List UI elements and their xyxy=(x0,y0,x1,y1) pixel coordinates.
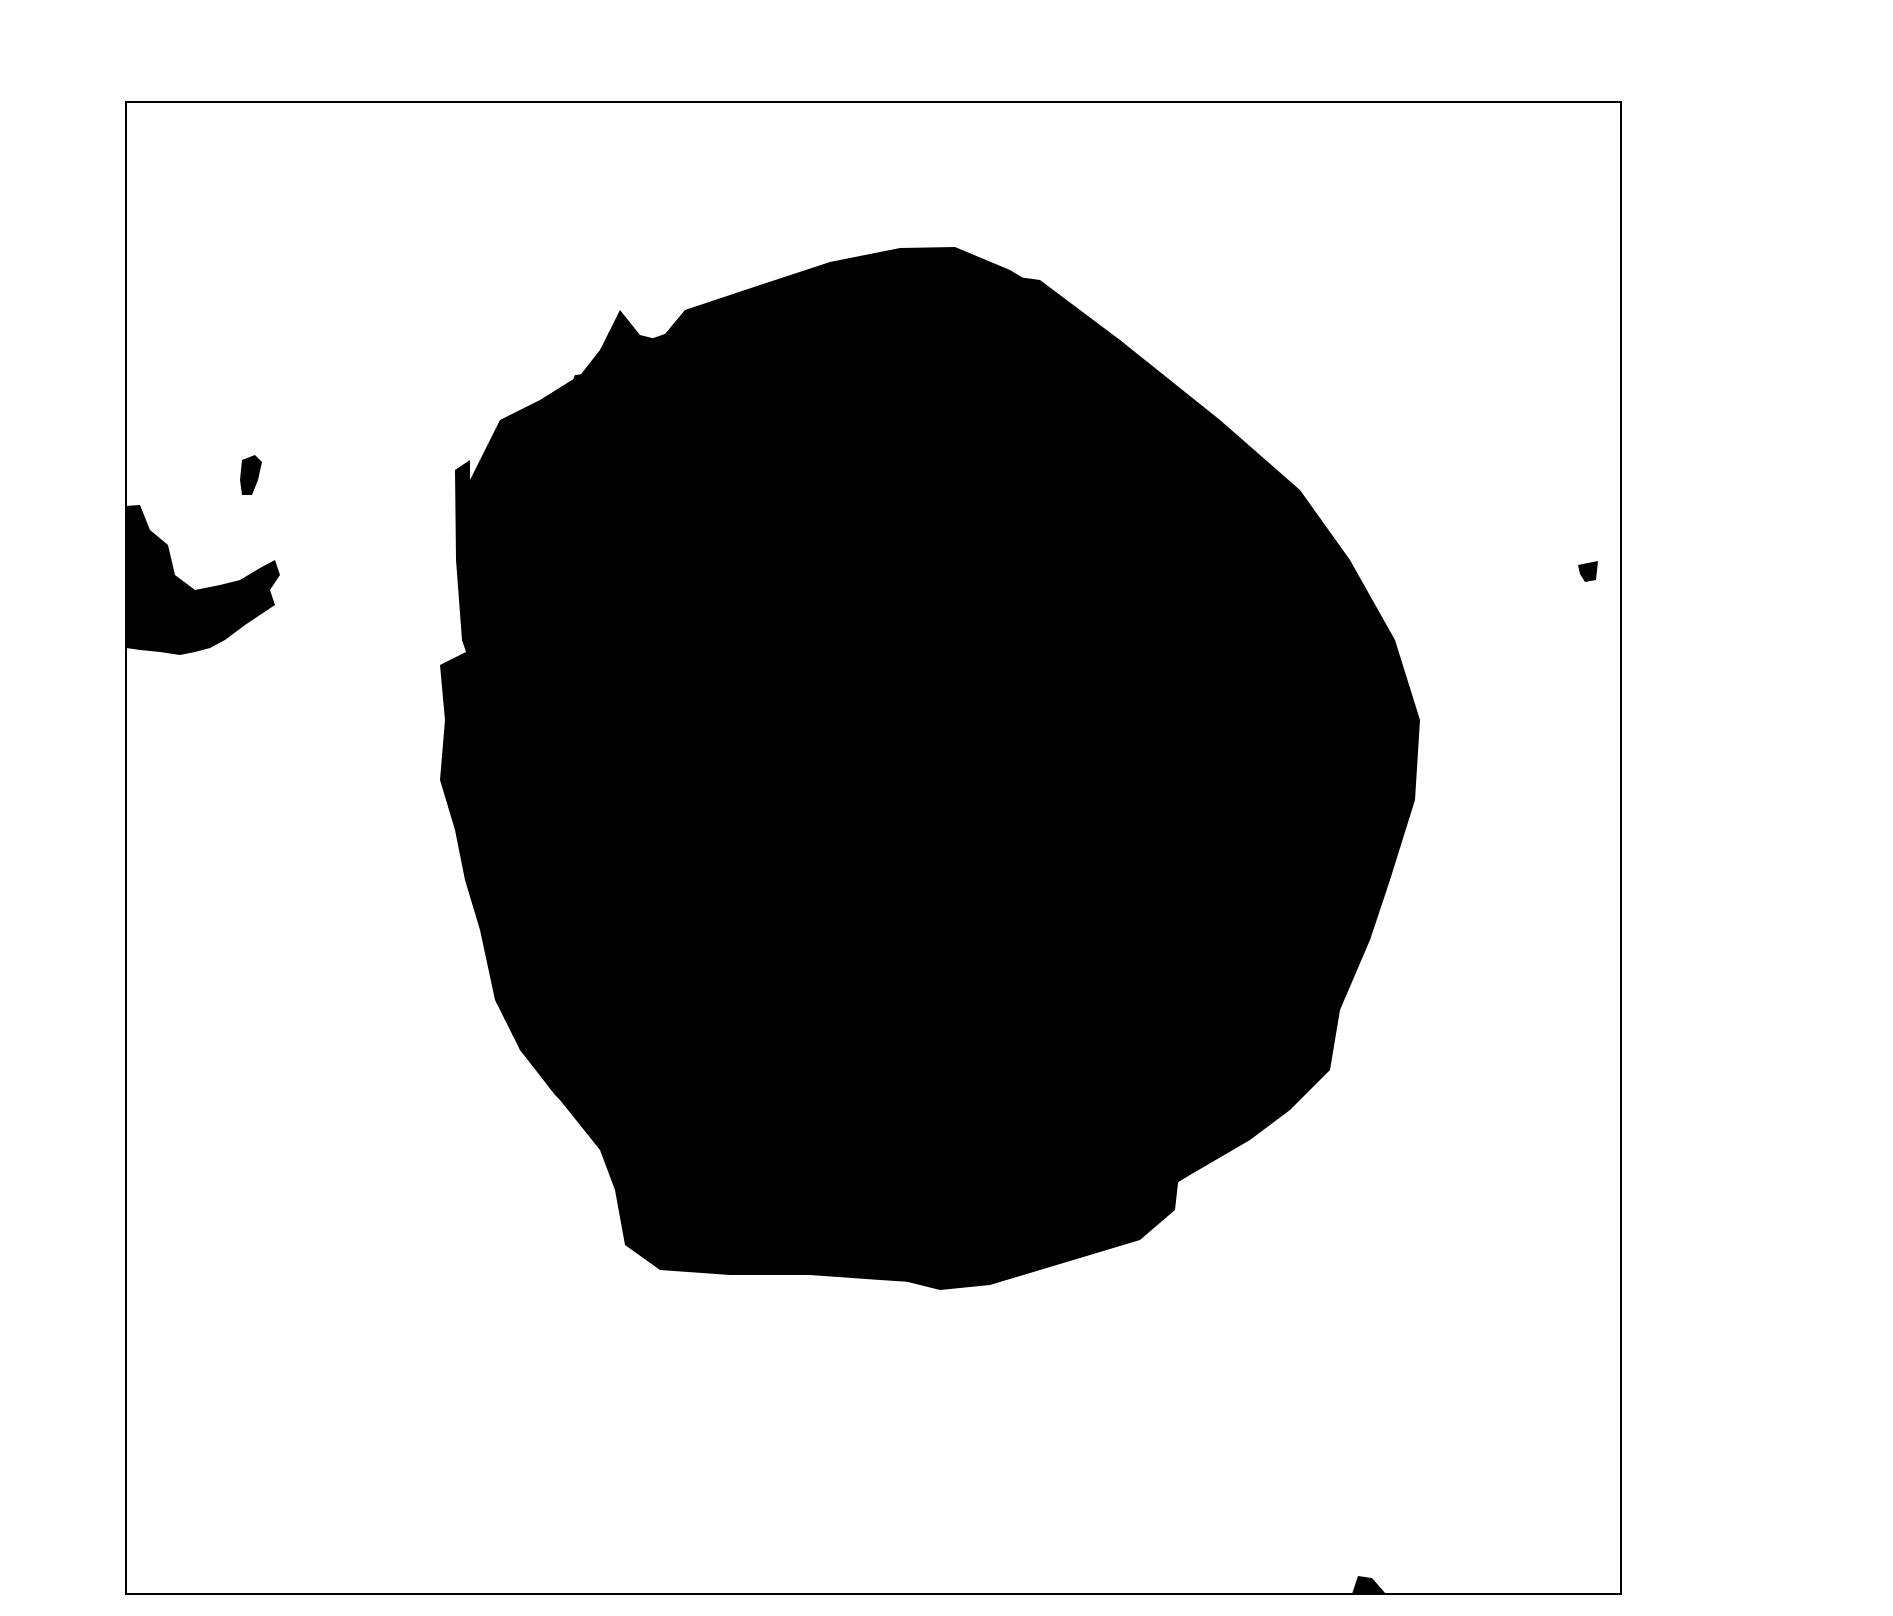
map-frame xyxy=(125,101,1622,1595)
new-zealand-fragment xyxy=(1352,1576,1386,1594)
south-shetland-islands xyxy=(530,708,560,755)
cluster-0-ross-coast xyxy=(955,1172,1085,1225)
cluster-3-weddell xyxy=(560,370,865,535)
cluster-2-west xyxy=(460,690,795,1205)
ross-ice-shelf xyxy=(800,920,945,1060)
amery-ice-shelf xyxy=(1190,712,1250,740)
cluster-3-east xyxy=(1255,610,1300,730)
berkner-island xyxy=(715,688,742,738)
antarctic-peninsula xyxy=(505,680,580,930)
cluster-1-region xyxy=(578,247,1290,560)
cluster-2-east xyxy=(985,455,1320,575)
cluster-0-amundsen-coast xyxy=(620,1000,770,1085)
south-georgia xyxy=(1578,561,1598,582)
map-content xyxy=(126,247,1598,1594)
cluster-3-ross xyxy=(810,1040,940,1245)
cluster-2-peninsula-strip xyxy=(455,460,480,670)
falkland-islands xyxy=(240,455,262,495)
cluster-0-weddell xyxy=(505,575,745,700)
antarctica-landmass xyxy=(563,478,1300,1175)
south-america-landmass xyxy=(126,505,280,655)
